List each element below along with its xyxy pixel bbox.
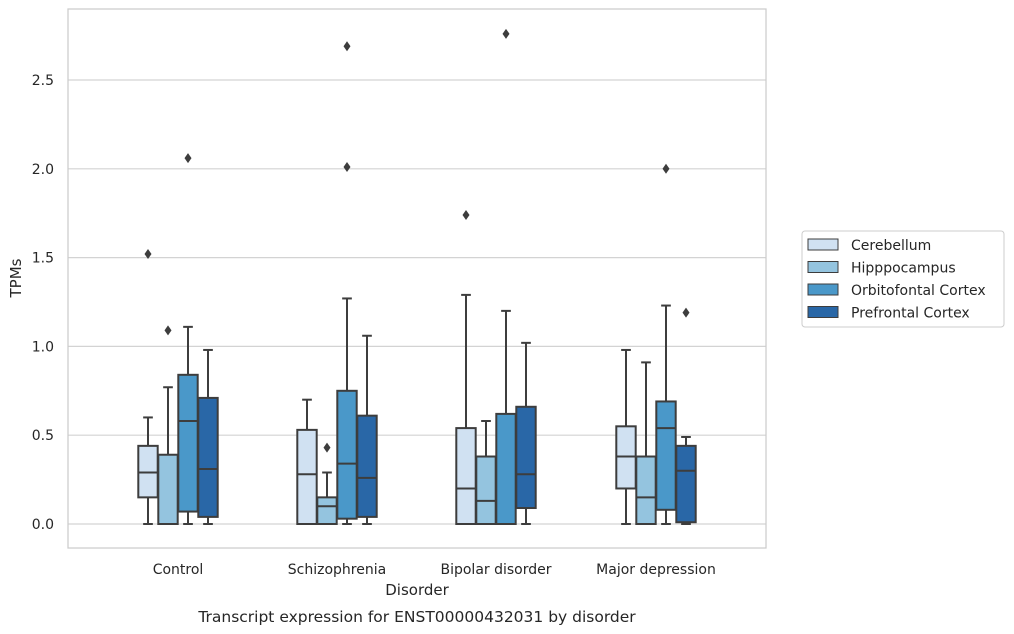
outlier-point (662, 163, 670, 174)
box-iqr (157, 453, 179, 525)
y-tick-label: 2.0 (32, 162, 54, 178)
box-hipppocampus (316, 442, 338, 525)
outlier-point (502, 28, 510, 39)
box-iqr (455, 427, 477, 526)
outlier-point (144, 249, 152, 260)
box-iqr (515, 405, 537, 510)
box-iqr (475, 455, 497, 525)
box-cerebellum (137, 249, 159, 525)
outlier-point (323, 442, 331, 453)
box-hipppocampus (157, 325, 179, 525)
box-hipppocampus (635, 361, 657, 525)
y-tick-label: 2.5 (32, 73, 54, 89)
box-cerebellum (615, 348, 637, 525)
box-orbitofontal-cortex (336, 41, 358, 525)
box-hipppocampus (475, 419, 497, 525)
chart-caption: Transcript expression for ENST0000043203… (197, 608, 636, 626)
legend-swatch (807, 306, 839, 318)
plot-area-frame (67, 8, 767, 549)
box-orbitofontal-cortex (495, 28, 517, 525)
y-axis-ticks: 0.0 0.5 1.0 1.5 2.0 2.5 (32, 73, 54, 533)
x-axis-ticks: Control Schizophrenia Bipolar disorder Majo… (153, 562, 716, 578)
x-axis-label: Disorder (385, 581, 449, 599)
x-tick-label: Control (153, 562, 204, 578)
box-orbitofontal-cortex (177, 153, 199, 525)
box-iqr (336, 389, 358, 520)
box-orbitofontal-cortex (655, 163, 677, 525)
box-iqr (197, 396, 219, 518)
x-tick-label: Bipolar disorder (440, 562, 551, 578)
outlier-point (343, 162, 351, 173)
legend: Cerebellum Hipppocampus Orbitofontal Corte… (801, 230, 1005, 328)
legend-label: Prefrontal Cortex (851, 306, 970, 322)
box-prefrontal-cortex (197, 348, 219, 525)
box-iqr (356, 414, 378, 518)
outlier-point (343, 41, 351, 52)
box-iqr (296, 428, 318, 526)
box-prefrontal-cortex (675, 307, 697, 525)
box-series (137, 28, 697, 526)
box-iqr (177, 373, 199, 513)
y-tick-label: 1.0 (32, 339, 54, 355)
y-tick-label: 0.0 (32, 517, 54, 533)
box-prefrontal-cortex (515, 341, 537, 525)
outlier-point (164, 325, 172, 336)
outlier-point (184, 153, 192, 164)
box-cerebellum (296, 398, 318, 526)
x-tick-label: Schizophrenia (288, 562, 386, 578)
x-tick-label: Major depression (596, 562, 716, 578)
legend-swatch (807, 283, 839, 296)
y-tick-label: 1.5 (32, 251, 54, 267)
box-iqr (495, 412, 517, 525)
box-iqr (635, 455, 657, 525)
box-iqr (316, 496, 338, 525)
y-tick-label: 0.5 (32, 428, 54, 444)
legend-label: Orbitofontal Cortex (851, 283, 986, 299)
legend-label: Hipppocampus (851, 261, 956, 277)
legend-frame (801, 230, 1005, 328)
outlier-point (462, 209, 470, 220)
legend-label: Cerebellum (851, 238, 931, 254)
box-prefrontal-cortex (356, 334, 378, 525)
outlier-point (682, 307, 690, 318)
legend-swatch (807, 238, 839, 251)
box-iqr (655, 400, 677, 511)
legend-swatch (807, 261, 839, 273)
y-axis-label: TPMs (7, 258, 25, 298)
box-iqr (675, 444, 697, 524)
